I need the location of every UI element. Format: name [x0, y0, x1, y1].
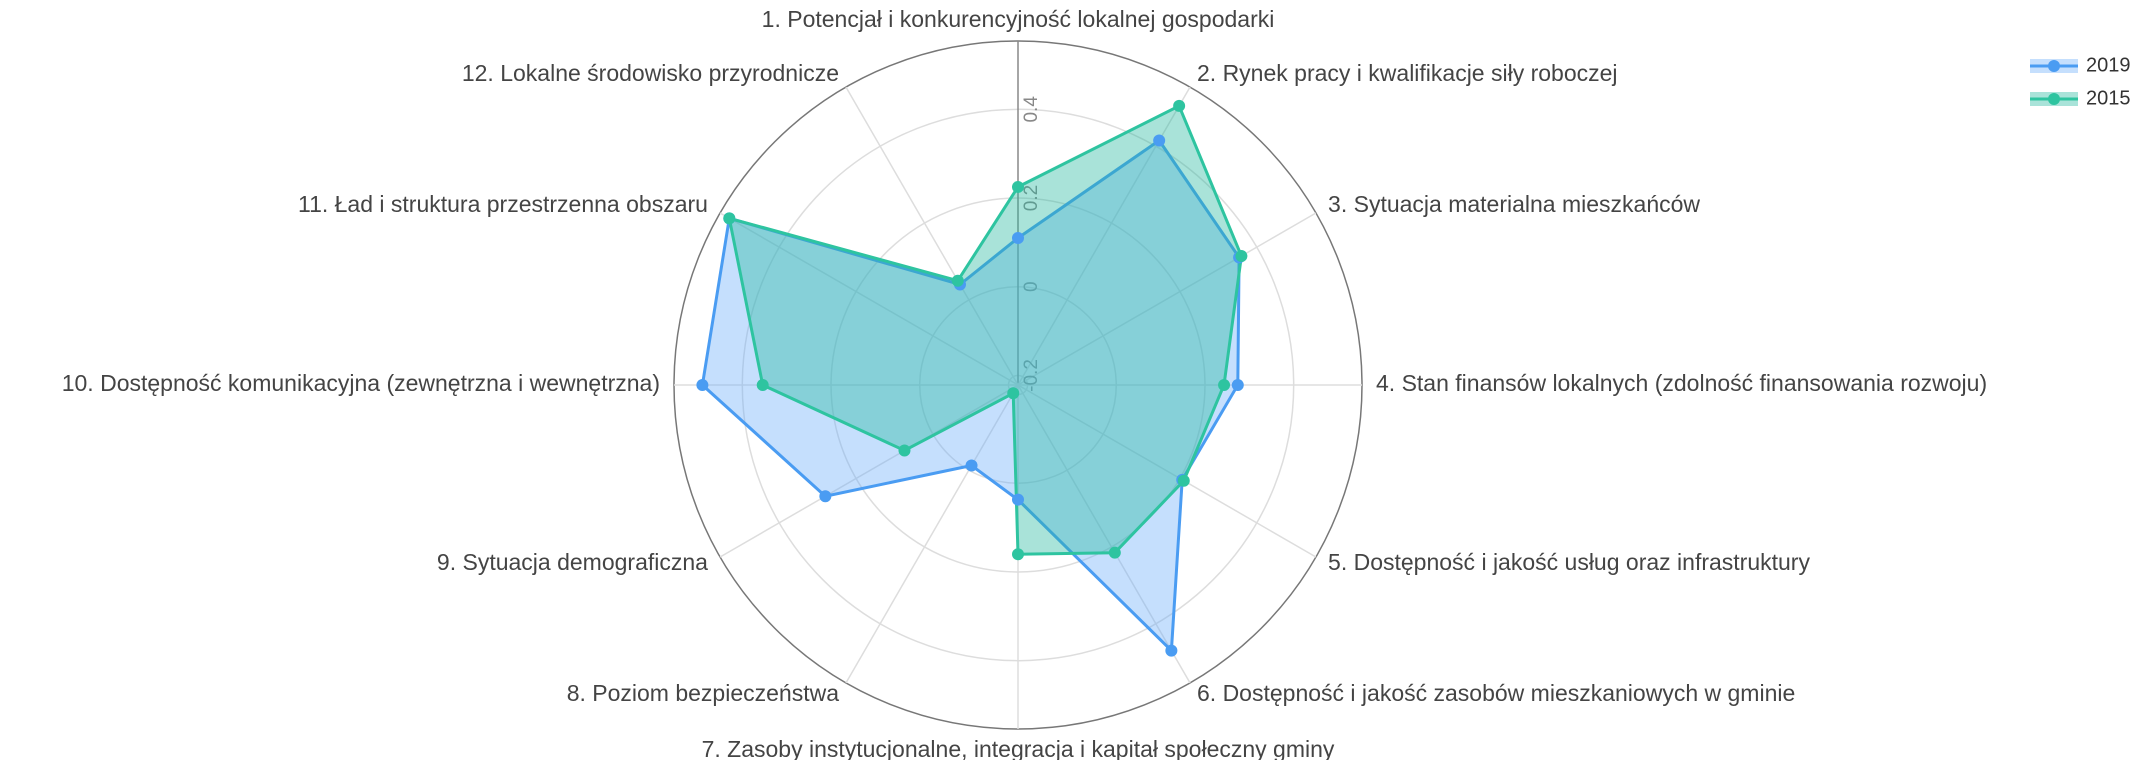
data-point [965, 459, 978, 472]
spoke [845, 86, 1019, 386]
r-tick-label: 0 [1021, 281, 1042, 292]
data-point [1177, 474, 1190, 487]
data-point [1007, 387, 1020, 400]
data-point [756, 379, 769, 391]
series-area [727, 103, 1243, 556]
axis-label: 3. Sytuacja materialna mieszkańców [1328, 191, 1700, 217]
data-point [819, 490, 832, 503]
spoke [1017, 212, 1317, 386]
axis-label: 10. Dostępność komunikacyjna (zewnętrzna… [62, 370, 660, 396]
axis-label: 11. Ład i struktura przestrzenna obszaru [298, 191, 708, 217]
data-point [1012, 231, 1024, 244]
data-point [723, 212, 736, 225]
data-point [696, 379, 709, 391]
r-tick-label: 0.2 [1021, 185, 1042, 211]
data-point [1153, 134, 1166, 147]
axis-label: 9. Sytuacja demograficzna [437, 549, 708, 575]
axis-label: 12. Lokalne środowisko przyrodnicze [462, 60, 839, 86]
axis-label: 6. Dostępność i jakość zasobów mieszkani… [1197, 680, 1795, 706]
spoke [845, 384, 1019, 684]
axis-label: 4. Stan finansów lokalnych (zdolność fin… [1376, 370, 1987, 396]
legend-label: 2019 [2086, 54, 2131, 76]
axis-label: 2. Rynek pracy i kwalifikacje siły roboc… [1197, 60, 1618, 86]
spoke [719, 212, 1019, 386]
data-point [1165, 644, 1178, 657]
legend-label: 2015 [2086, 87, 2131, 109]
data-point [1012, 493, 1024, 506]
axis-label: 5. Dostępność i jakość usług oraz infras… [1328, 549, 1810, 575]
axis-label: 1. Potencjał i konkurencyjność lokalnej … [762, 6, 1275, 32]
data-point [951, 274, 964, 287]
data-point [1231, 379, 1244, 391]
data-point [1235, 250, 1248, 263]
axis-label: 7. Zasoby instytucjonalne, integracja i … [702, 736, 1335, 760]
data-point [1173, 99, 1186, 112]
legend-marker [2048, 93, 2060, 105]
data-point [1108, 546, 1121, 559]
data-point [1218, 379, 1231, 391]
data-point [898, 444, 911, 457]
axis-label: 8. Poziom bezpieczeństwa [567, 680, 840, 706]
r-tick-label: -0.2 [1021, 359, 1042, 392]
legend-marker [2048, 60, 2060, 72]
data-point [1012, 548, 1024, 561]
r-tick-label: 0.4 [1021, 96, 1042, 123]
spoke [719, 384, 1019, 558]
spoke [1017, 384, 1191, 684]
data-point [1012, 180, 1024, 193]
spoke [1017, 384, 1317, 558]
